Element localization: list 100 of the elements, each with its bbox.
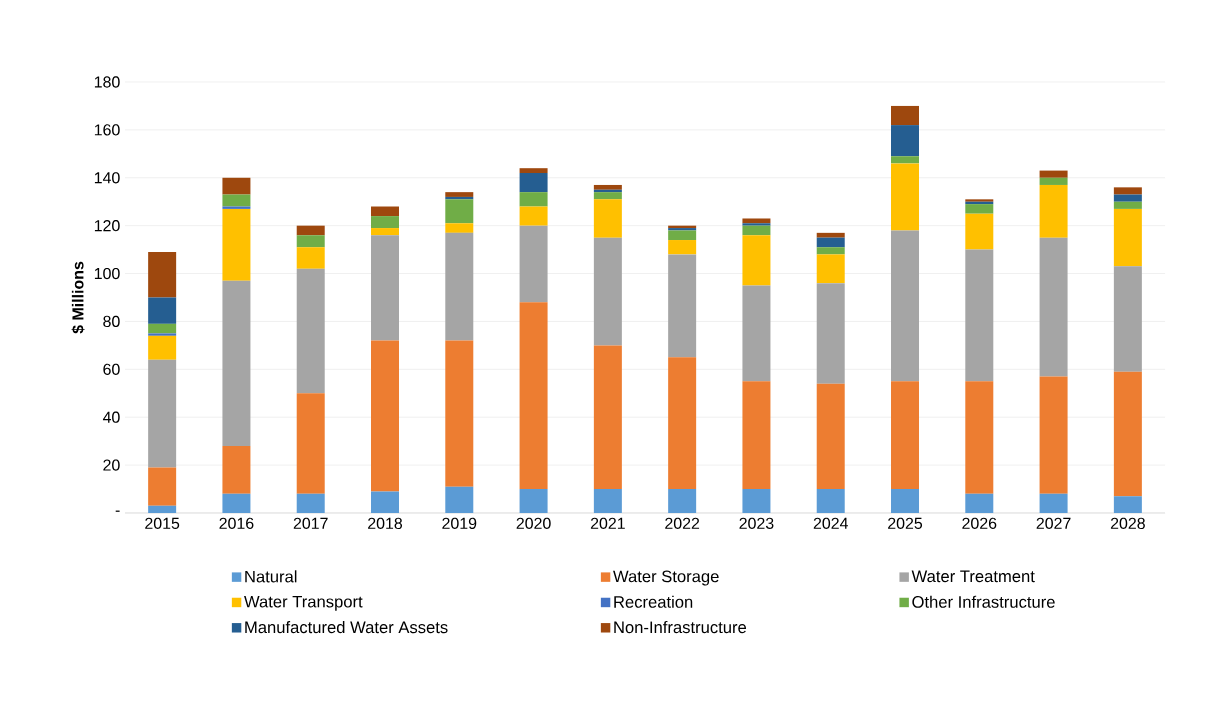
- x-tick-label: 2017: [293, 517, 328, 529]
- bar: [445, 223, 474, 233]
- bar: [445, 192, 474, 197]
- x-tick-label: 2023: [739, 517, 774, 529]
- bar: [668, 489, 697, 513]
- y-axis-title: $ Millions: [71, 261, 85, 334]
- bar: [371, 235, 400, 341]
- x-tick-label: 2020: [516, 517, 551, 529]
- bar: [222, 493, 251, 513]
- bar: [1039, 237, 1068, 377]
- bar: [1039, 376, 1068, 494]
- bar: [222, 445, 251, 494]
- bar: [593, 489, 622, 513]
- bar: [891, 125, 920, 157]
- x-tick-label: 2026: [962, 517, 997, 529]
- bar: [1113, 371, 1142, 497]
- bar: [296, 493, 325, 513]
- y-tick-label: 120: [94, 220, 120, 232]
- bar: [965, 204, 994, 214]
- bar: [742, 225, 771, 236]
- bar: [965, 381, 994, 494]
- x-tick-label: 2028: [1110, 517, 1145, 529]
- bar: [742, 489, 771, 513]
- bar: [816, 232, 845, 238]
- bar: [1039, 493, 1068, 513]
- y-tick-label: 100: [94, 267, 120, 280]
- bar: [742, 381, 771, 490]
- bar: [222, 177, 251, 195]
- bar: [593, 199, 622, 238]
- bar: [668, 240, 697, 255]
- x-tick-label: 2027: [1036, 517, 1071, 529]
- bar: [891, 156, 920, 164]
- bar: [593, 345, 622, 490]
- legend-label: Water Transport: [244, 595, 363, 611]
- bar: [816, 247, 845, 255]
- y-tick-label: 60: [103, 363, 120, 375]
- bar: [371, 206, 400, 217]
- bar: [148, 359, 177, 468]
- bar: [965, 213, 994, 250]
- bar: [519, 489, 548, 513]
- y-tick-label: 160: [94, 124, 120, 136]
- bar: [668, 254, 697, 358]
- bar: [519, 302, 548, 490]
- bar: [891, 381, 920, 490]
- bar: [593, 192, 622, 200]
- y-tick-label: 80: [103, 315, 120, 328]
- bar: [296, 393, 325, 494]
- bar: [519, 172, 548, 193]
- bar: [1113, 187, 1142, 195]
- bar: [742, 235, 771, 286]
- bar: [891, 489, 920, 513]
- x-tick-label: 2021: [590, 517, 625, 529]
- bar: [148, 297, 177, 324]
- legend-label: Manufactured Water Assets: [245, 620, 448, 634]
- bar: [891, 230, 920, 382]
- x-tick-label: 2024: [813, 517, 848, 529]
- bar: [816, 383, 845, 490]
- bar: [148, 335, 177, 360]
- bar: [445, 486, 474, 513]
- bar: [371, 491, 400, 513]
- bar: [519, 206, 548, 226]
- bar: [371, 216, 400, 229]
- bar: [816, 237, 845, 248]
- bar: [742, 223, 771, 226]
- y-tick-label: -: [115, 510, 120, 512]
- bar: [965, 249, 994, 382]
- bar: [296, 235, 325, 248]
- x-tick-label: 2022: [665, 517, 700, 529]
- bar: [891, 105, 920, 126]
- bar: [148, 252, 177, 298]
- bar: [371, 228, 400, 236]
- bar: [222, 208, 251, 281]
- bar: [1113, 208, 1142, 267]
- y-tick-label: 140: [94, 172, 120, 184]
- bar: [742, 218, 771, 224]
- bar: [1039, 177, 1068, 185]
- x-tick-label: 2025: [888, 517, 923, 529]
- bar: [445, 340, 474, 487]
- bar: [296, 247, 325, 269]
- bar: [1039, 170, 1068, 178]
- bar: [1113, 266, 1142, 372]
- legend-label: Other Infrastructure: [912, 595, 1055, 608]
- bar: [445, 232, 474, 341]
- bar: [148, 467, 177, 506]
- bar: [593, 237, 622, 346]
- bar: [222, 194, 251, 207]
- bar: [1113, 194, 1142, 202]
- bar: [593, 184, 622, 190]
- legend-label: Water Treatment: [911, 570, 1035, 583]
- bar: [148, 505, 177, 513]
- y-tick-label: 180: [94, 76, 120, 88]
- y-tick-label: 20: [103, 459, 120, 471]
- bar: [742, 285, 771, 382]
- bar: [519, 168, 548, 173]
- bar: [1113, 496, 1142, 513]
- x-tick-label: 2018: [368, 517, 403, 529]
- bar: [222, 280, 251, 446]
- bar: [816, 254, 845, 284]
- y-tick-label: 40: [102, 411, 120, 423]
- bar: [816, 489, 845, 513]
